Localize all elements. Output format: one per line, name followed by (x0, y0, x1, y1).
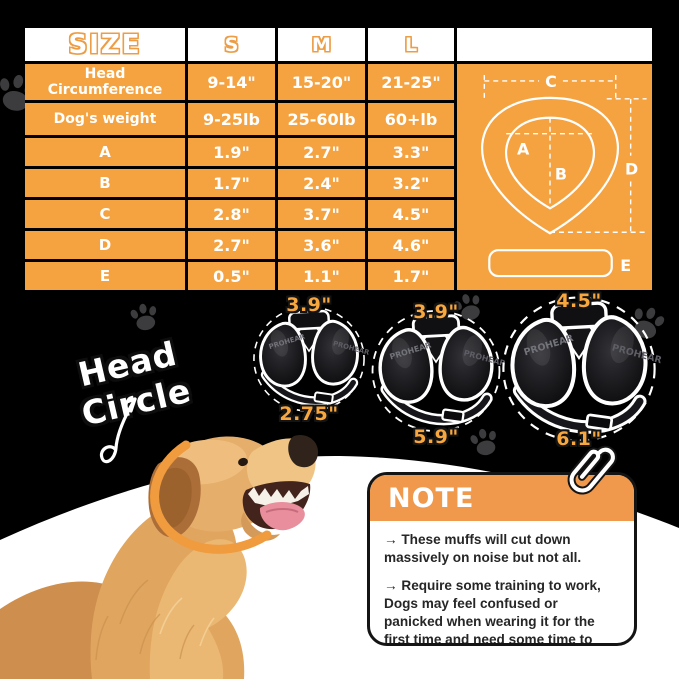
measurement-top: 3.9" (286, 294, 332, 316)
paperclip-icon (567, 445, 617, 495)
table-cell: 1.9" (188, 138, 275, 166)
size-table-header-l: L (368, 28, 454, 61)
table-cell: 1.7" (368, 262, 454, 290)
table-cell: 9-25lb (188, 103, 275, 135)
table-row-label: D (25, 231, 185, 259)
table-row-label: Head Circumference (25, 64, 185, 100)
table-cell: 1.1" (278, 262, 365, 290)
measurement-bottom: 6.1" (556, 428, 602, 450)
table-cell: 9-14" (188, 64, 275, 100)
table-cell: 3.2" (368, 169, 454, 197)
table-cell: 4.5" (368, 200, 454, 228)
diagram-label-b: B (555, 164, 567, 183)
note-item: → These muffs will cut down massively on… (384, 532, 582, 565)
table-cell: 3.3" (368, 138, 454, 166)
table-cell: 1.7" (188, 169, 275, 197)
table-row-label: E (25, 262, 185, 290)
note-title: NOTE (388, 482, 475, 514)
measurement-top: 4.5" (556, 290, 602, 312)
table-cell: 2.8" (188, 200, 275, 228)
measurement-diagram: C A B D E (457, 64, 652, 290)
size-table-header-empty (457, 28, 652, 61)
diagram-label-e: E (620, 256, 631, 275)
paw-icon (126, 298, 164, 336)
table-cell: 2.7" (188, 231, 275, 259)
curly-arrow-icon (99, 397, 137, 464)
table-cell: 21-25" (368, 64, 454, 100)
diagram-label-c: C (545, 72, 557, 91)
dog-photo (0, 434, 318, 679)
earmuff-large: PROHEAR PROHEAR 4.5" 6.1" (498, 288, 664, 450)
measurement-bottom: 2.75" (279, 403, 339, 425)
table-cell: 60+lb (368, 103, 454, 135)
size-table-header-m: M (278, 28, 365, 61)
table-row-label: A (25, 138, 185, 166)
table-cell: 2.7" (278, 138, 365, 166)
diagram-label-a: A (517, 140, 530, 159)
diagram-label-d: D (625, 160, 638, 179)
table-cell: 3.6" (278, 231, 365, 259)
table-cell: 4.6" (368, 231, 454, 259)
note-item: → Require some training to work, Dogs ma… (384, 577, 601, 646)
size-table: SIZE S M L Head Circumference 9-14" 15-2… (25, 28, 652, 290)
table-cell: 0.5" (188, 262, 275, 290)
table-cell: 2.4" (278, 169, 365, 197)
size-label: SIZE (68, 29, 142, 60)
table-cell: 3.7" (278, 200, 365, 228)
size-table-header-size: SIZE (25, 28, 185, 61)
note-body: → These muffs will cut down massively on… (370, 521, 634, 646)
measurement-top: 3.9" (413, 301, 459, 323)
size-table-header-s: S (188, 28, 275, 61)
head-ring-icon (150, 440, 272, 554)
earmuff-medium: PROHEAR PROHEAR 3.9" 5.9" (368, 301, 506, 448)
table-row-label: B (25, 169, 185, 197)
table-row-label: C (25, 200, 185, 228)
table-row-label: Dog's weight (25, 103, 185, 135)
earmuff-small: PROHEAR PROHEAR 3.9" 2.75" (250, 294, 371, 425)
measurement-bottom: 5.9" (413, 426, 459, 448)
table-cell: 15-20" (278, 64, 365, 100)
note-card: NOTE → These muffs will cut down massive… (367, 472, 637, 646)
table-cell: 25-60lb (278, 103, 365, 135)
earmuff-measurement-diagram: C A B D E (481, 72, 647, 278)
